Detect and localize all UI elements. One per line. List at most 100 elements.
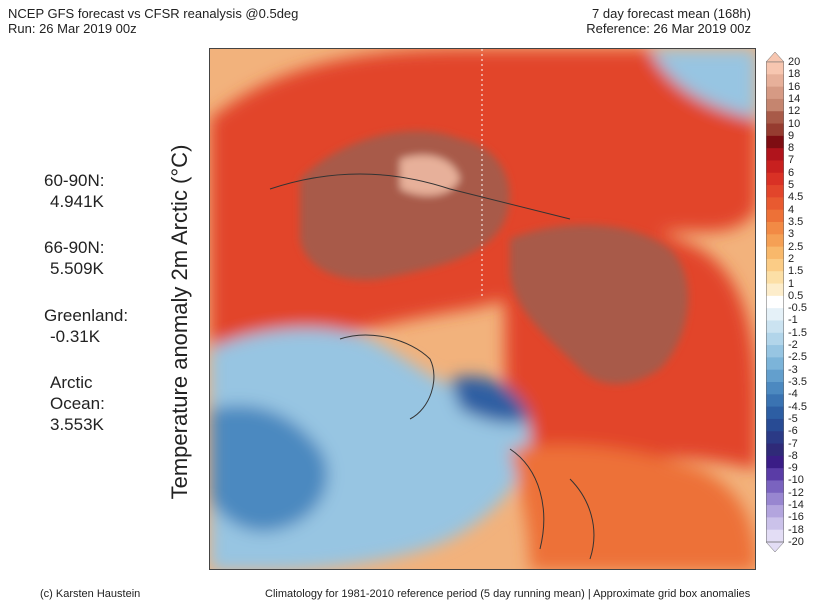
colorbar-segment — [766, 271, 784, 285]
colorbar-segment — [766, 74, 784, 88]
colorbar-segment — [766, 197, 784, 211]
colorbar-arrow-top — [765, 51, 785, 63]
footer-note: Climatology for 1981-2010 reference peri… — [265, 588, 751, 600]
colorbar-segment — [766, 443, 784, 457]
colorbar-tick-label: -14 — [788, 499, 804, 512]
colorbar-tick-label: 4.5 — [788, 191, 804, 204]
colorbar-tick-label: 12 — [788, 105, 801, 118]
colorbar-labels: 20 18 16 14 12 10 9 8 7 6 5 4.5 4 3.5 3 2.5 2 1.5 1 0.5 -0.5… — [788, 52, 834, 552]
colorbar-segment — [766, 135, 784, 149]
colorbar-tick-label: 6 — [788, 166, 795, 179]
stat-label: Arctic Ocean: — [50, 373, 105, 413]
colorbar-tick-label: -3.5 — [788, 376, 807, 388]
colorbar-tick-label: -1 — [788, 314, 798, 327]
colorbar-segment — [766, 258, 784, 272]
coastline-greenland — [339, 334, 435, 420]
colorbar-tick-label: 3 — [788, 228, 795, 241]
title-line-1: NCEP GFS forecast vs CFSR reanalysis @0.… — [8, 6, 299, 21]
coastline-siberia — [269, 173, 571, 220]
hot-anomaly-west-siberia — [510, 225, 689, 384]
colorbar-tick-label: -8 — [788, 449, 798, 462]
header-left: NCEP GFS forecast vs CFSR reanalysis @0.… — [8, 6, 298, 36]
colorbar-tick-label: 14 — [788, 92, 801, 105]
colorbar-tick-label: 10 — [788, 117, 801, 130]
title-line-2: Run: 26 Mar 2019 00z — [8, 21, 137, 36]
colorbar-segment — [766, 418, 784, 432]
colorbar-tick-label: 3.5 — [788, 216, 804, 228]
forecast-period: 7 day forecast mean (168h) — [592, 6, 751, 21]
colorbar-tick-label: -2.5 — [788, 351, 807, 364]
stat-label: 66-90N: — [44, 238, 105, 257]
colorbar-segment — [766, 160, 784, 174]
colorbar-tick-label: -4.5 — [788, 400, 807, 413]
colorbar-segment — [766, 308, 784, 321]
stat-label: 60-90N: — [44, 171, 105, 190]
colorbar-segment — [766, 86, 784, 100]
hot-anomaly-core-siberia — [400, 155, 460, 196]
colorbar-segment — [766, 283, 784, 297]
stat-arctic-ocean: Arctic Ocean: 3.553K — [50, 372, 130, 435]
colorbar-segment — [766, 295, 784, 309]
colorbar-tick-label: 1 — [788, 277, 795, 290]
colorbar-tick-label: 4 — [788, 203, 795, 216]
colorbar-tick-label: 2 — [788, 252, 795, 265]
colorbar-tick-label: 18 — [788, 68, 801, 81]
colorbar-segment — [766, 62, 784, 75]
colorbar-segment — [766, 406, 784, 420]
cold-anomaly-northeast — [650, 49, 755, 119]
colorbar-segment — [766, 246, 784, 260]
colorbar-segment — [766, 172, 784, 186]
colorbar-segment — [766, 332, 784, 346]
colorbar-segment — [766, 123, 784, 137]
stat-value: -0.31K — [50, 327, 101, 346]
colorbar-tick-label: -7 — [788, 437, 798, 450]
colorbar-segment — [766, 345, 784, 358]
colorbar-segment — [766, 185, 784, 198]
stat-value: 3.553K — [50, 415, 104, 434]
colorbar-tick-label: 5 — [788, 179, 795, 192]
colorbar-tick-label: -16 — [788, 511, 804, 524]
colorbar-segment — [766, 222, 784, 235]
colorbar-tick-label: -9 — [788, 462, 798, 475]
colorbar-segment — [766, 209, 784, 223]
stat-value: 5.509K — [50, 259, 104, 278]
stat-value: 4.941K — [50, 192, 104, 211]
colorbar-tick-label: -3 — [788, 363, 798, 376]
cold-anomaly-canada — [210, 405, 328, 532]
colorbar-segment — [766, 394, 784, 408]
colorbar-tick-label: 7 — [788, 154, 795, 167]
colorbar-segment — [766, 111, 784, 125]
colorbar-tick-label: -4 — [788, 388, 798, 401]
colorbar-frame — [766, 61, 784, 543]
colorbar-tick-label: 16 — [788, 80, 801, 93]
coastline-scandinavia — [509, 448, 595, 560]
colorbar-segment — [766, 382, 784, 395]
colorbar-svg — [765, 51, 785, 553]
copyright: (c) Karsten Haustein — [40, 588, 141, 600]
y-axis-label: Temperature anomaly 2m Arctic (°C) — [167, 144, 192, 500]
colorbar-tick-label: -10 — [788, 474, 804, 487]
colorbar-tick-label: -6 — [788, 425, 798, 438]
colorbar-segment — [766, 480, 784, 494]
colorbar-tick-label: 20 — [788, 56, 801, 68]
stat-label: Greenland: — [44, 306, 129, 325]
colorbar-segment — [766, 320, 784, 334]
colorbar-tick-label: -5 — [788, 412, 798, 425]
stat-66-90n: 66-90N: 5.509K — [44, 237, 104, 279]
colorbar-segment — [766, 357, 784, 371]
colorbar — [765, 51, 785, 553]
colorbar-segment — [766, 369, 784, 383]
colorbar-segment — [766, 431, 784, 445]
colorbar-segment — [766, 505, 784, 518]
stat-greenland: Greenland: -0.31K — [44, 305, 128, 347]
colorbar-tick-label: -18 — [788, 523, 804, 536]
colorbar-arrow-bottom — [765, 541, 785, 553]
colorbar-tick-label: 1.5 — [788, 265, 804, 278]
colorbar-tick-label: 8 — [788, 142, 795, 155]
colorbar-tick-label: -0.5 — [788, 302, 807, 315]
colorbar-tick-label: 0.5 — [788, 289, 804, 302]
colorbar-segment — [766, 468, 784, 481]
colorbar-segment — [766, 517, 784, 531]
colorbar-segment — [766, 234, 784, 248]
anomaly-map — [209, 48, 756, 570]
